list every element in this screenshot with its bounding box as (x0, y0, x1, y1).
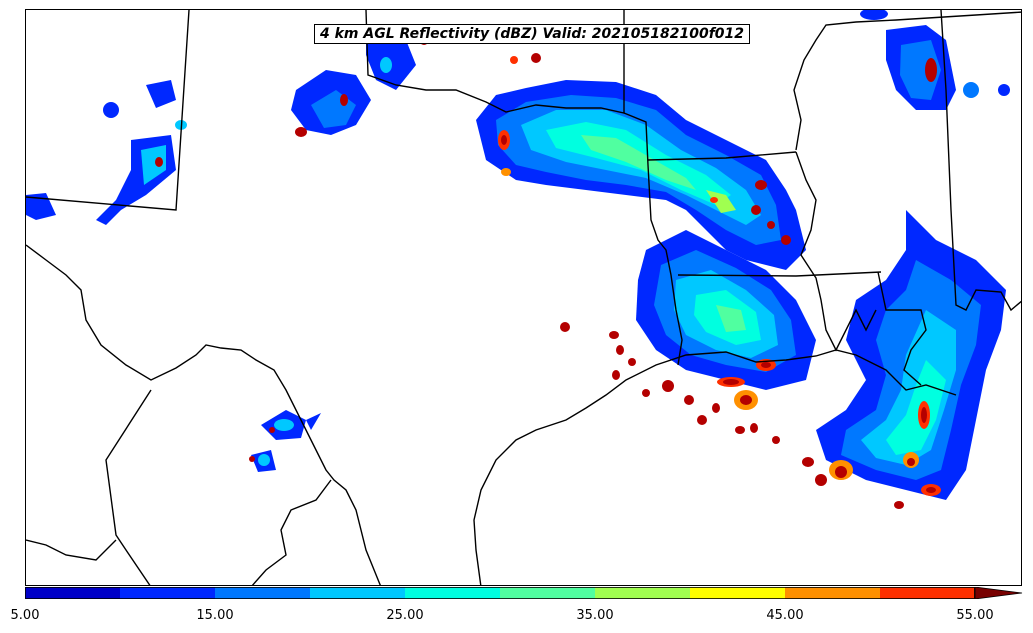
colorbar-tick-label: 15.00 (196, 608, 234, 623)
storm-band-east (802, 210, 1006, 509)
colorbar-segment (405, 587, 500, 599)
colorbar-tick-label: 45.00 (766, 608, 804, 623)
colorbar-tick-label: 25.00 (386, 608, 424, 623)
storm-cluster-new-mexico (26, 80, 187, 225)
storm-cluster-mexico (249, 410, 321, 472)
storm-cluster-panhandle (291, 30, 541, 137)
ms-river-south (795, 151, 877, 352)
colorbar-segment (120, 587, 215, 599)
mississippi-river (793, 11, 1021, 151)
ok-ar-border (623, 112, 683, 366)
tx-ok-border (365, 10, 625, 114)
boundaries (26, 10, 1021, 585)
gulf-coast (473, 349, 957, 585)
storm-cluster-northeast (860, 10, 1010, 110)
mx-state-border-1 (105, 389, 152, 585)
ms-al-border (940, 10, 1021, 312)
colorbar-tick-label: 35.00 (576, 608, 614, 623)
colorbar-extend-arrow (974, 587, 1023, 599)
colorbar-outline (25, 587, 975, 599)
mx-state-border-2 (26, 539, 117, 561)
nm-border (26, 10, 190, 211)
map-title: 4 km AGL Reflectivity (dBZ) Valid: 20210… (314, 24, 751, 44)
rio-grande (26, 244, 381, 585)
colorbar-segment (690, 587, 785, 599)
scattered-cells (560, 180, 791, 444)
colorbar-tick-label: 55.00 (956, 608, 994, 623)
reflectivity-map (26, 10, 1021, 585)
map-panel: 4 km AGL Reflectivity (dBZ) Valid: 20210… (25, 9, 1022, 586)
colorbar-segment (25, 587, 120, 599)
colorbar-tick-label: 5.00 (10, 608, 40, 623)
colorbar-segment (785, 587, 880, 599)
ar-la-border (677, 271, 882, 277)
mx-state-border-3 (251, 479, 332, 585)
ar-border (647, 151, 797, 161)
colorbar-segment (310, 587, 405, 599)
ms-la-border (877, 271, 927, 386)
colorbar-segment (500, 587, 595, 599)
colorbar-segment (880, 587, 975, 599)
colorbar-segment (595, 587, 690, 599)
colorbar (25, 587, 1023, 599)
storm-band-north (476, 80, 806, 270)
colorbar-segment (215, 587, 310, 599)
